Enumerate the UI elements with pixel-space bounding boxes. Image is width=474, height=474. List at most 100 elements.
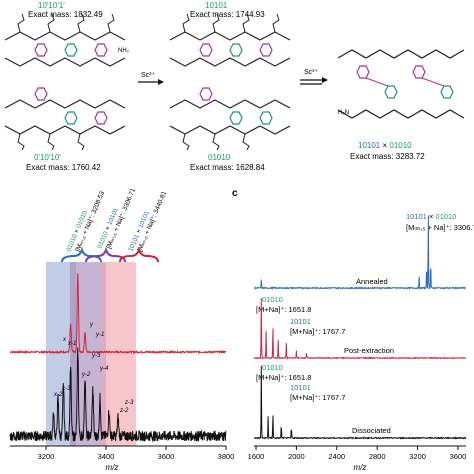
trace-name-post: Post-extraction — [344, 346, 394, 355]
mol2-sidechain — [182, 13, 190, 33]
highlight-band — [101, 262, 136, 446]
mol5-mass: Exact mass: 3283.72 — [350, 152, 425, 161]
tick-label: 3200 — [38, 452, 55, 461]
frag-label: x-2 — [53, 392, 63, 398]
mol1-ring — [94, 43, 108, 57]
tick-label: 1600 — [248, 452, 265, 461]
mol1-sidechain — [17, 13, 25, 33]
mol5-backbone-bottom — [337, 109, 465, 119]
frag-label: y-2 — [81, 372, 91, 378]
post-code1: 01010 — [262, 295, 283, 304]
diss-ion2: [M+Na]⁺: 1767.7 — [290, 393, 345, 402]
mol3-ring — [94, 111, 108, 125]
mol5-link — [365, 77, 389, 87]
fragment-labels: x x-1 y y-1 x-2 x-3 y-2 y-3 y-4 z-2 z-3 — [53, 322, 134, 414]
black-trace — [9, 347, 227, 443]
mol5-code-sep: × — [380, 141, 389, 150]
braces — [61, 246, 159, 263]
arrow-head — [322, 77, 328, 83]
mol4-code: 01010 — [208, 153, 231, 162]
mol5-code-b: 01010 — [389, 141, 412, 150]
mol3-sidechain — [77, 133, 85, 151]
mol4-backbone-top — [169, 99, 291, 109]
mol1-ring — [64, 43, 78, 57]
mol2-mass: Exact mass: 1744.93 — [190, 10, 265, 19]
mol4-ring — [259, 111, 273, 125]
mol3-sidechain — [47, 133, 55, 151]
mol3-sidechain — [17, 133, 25, 151]
mol3-ring — [34, 87, 48, 101]
molecule-5: H₂N 10101 × 01010 Exact mass: 3283.72 — [337, 49, 465, 161]
mol4-sidechain — [182, 133, 190, 151]
arrow2-label: Sc³⁺ — [304, 69, 319, 76]
mol3-backbone-bottom — [4, 125, 126, 135]
trace-name-dissociated: Dissociated — [352, 426, 391, 435]
mol4-sidechain — [212, 133, 220, 151]
mol5-code: 10101 × 01010 — [358, 141, 412, 150]
mol1-backbone-top — [4, 31, 126, 41]
mol5-backbone-top — [337, 49, 465, 59]
molecule-1: 10'10'1' Exact mass: 1832.49 NH₂ — [4, 1, 130, 67]
frag-label: x — [62, 337, 67, 343]
trace-name-annealed: Annealed — [356, 277, 388, 286]
mol3-code: 0'10'10' — [34, 153, 61, 162]
tick-label: 3800 — [218, 452, 235, 461]
molecule-2: 10101 Exact mass: 1744.93 — [169, 1, 291, 67]
trace-post-extraction — [253, 298, 467, 361]
mol1-mass: Exact mass: 1832.49 — [28, 10, 103, 19]
highlight-band — [70, 262, 106, 446]
mol1-backbone-bottom — [4, 57, 126, 67]
annealed-peak-code: 10101 × 01010 — [406, 212, 456, 221]
tick-label: 3400 — [98, 452, 115, 461]
frag-label: x-3 — [61, 386, 71, 392]
left-x-ticks: 3200 3400 3600 3800 — [38, 446, 235, 461]
post-ion2: [M+Na]⁺: 1767.7 — [290, 327, 345, 336]
mol2-ring — [199, 43, 213, 57]
highlight-bands — [46, 262, 136, 446]
trace-dissociated — [253, 365, 467, 440]
mol5-ring — [440, 85, 454, 99]
frag-label: y-3 — [91, 353, 101, 359]
mol2-ring — [229, 43, 243, 57]
spectra-traces — [9, 273, 227, 443]
diss-code2: 10101 — [290, 383, 311, 392]
mol3-ring — [64, 111, 78, 125]
mol4-ring — [199, 87, 213, 101]
right-x-ticks: 1600 2000 2400 2800 3200 3600 — [248, 446, 467, 461]
molecule-3: 0'10'10' Exact mass: 1760.42 — [4, 87, 126, 172]
left-spectrum: 01010 × 01010 [Mₗₘ,₅ + Na]⁺: 3208.53 010… — [9, 187, 235, 472]
mol1-sidechain — [107, 13, 115, 33]
mol5-link — [421, 77, 445, 87]
diss-code1: 01010 — [262, 363, 283, 372]
reaction-arrow-2: Sc³⁺ — [300, 69, 328, 85]
tick-label: 2000 — [288, 452, 305, 461]
right-traces — [253, 215, 467, 440]
mol5-code-a: 10101 — [358, 141, 381, 150]
mol1-code: 10'10'1' — [38, 1, 65, 10]
post-ion1: [M+Na]⁺: 1651.8 — [256, 305, 311, 314]
mol2-backbone-top — [169, 31, 291, 41]
tick-label: 3600 — [450, 452, 467, 461]
peak-labels: 01010 × 01010 [Mₗₘ,₅ + Na]⁺: 3208.53 010… — [65, 187, 168, 253]
frag-label: y-1 — [95, 332, 104, 338]
frag-label: y-4 — [99, 366, 109, 372]
mol4-ring — [229, 111, 243, 125]
mol2-sidechain — [272, 13, 280, 33]
mol4-backbone-bottom — [169, 125, 291, 135]
right-x-label: m/z — [354, 463, 367, 472]
mol1-ring — [34, 43, 48, 57]
mol3-mass: Exact mass: 1760.42 — [26, 163, 101, 172]
brace-red — [119, 246, 159, 263]
frag-label: y — [89, 322, 94, 328]
mol5-ring — [356, 65, 370, 79]
mol5-ring — [384, 85, 398, 99]
annealed-peak-ion: [Mₗₘ,₅ + Na]⁺: 3306.7 — [406, 223, 474, 232]
mol4-mass: Exact mass: 1628.84 — [190, 163, 265, 172]
mol5-ring — [412, 65, 426, 79]
mol2-sidechain — [242, 13, 250, 33]
tick-label: 2800 — [369, 452, 386, 461]
tick-label: 3200 — [409, 452, 426, 461]
tick-label: 3600 — [158, 452, 175, 461]
mol1-sidechain — [77, 13, 85, 33]
